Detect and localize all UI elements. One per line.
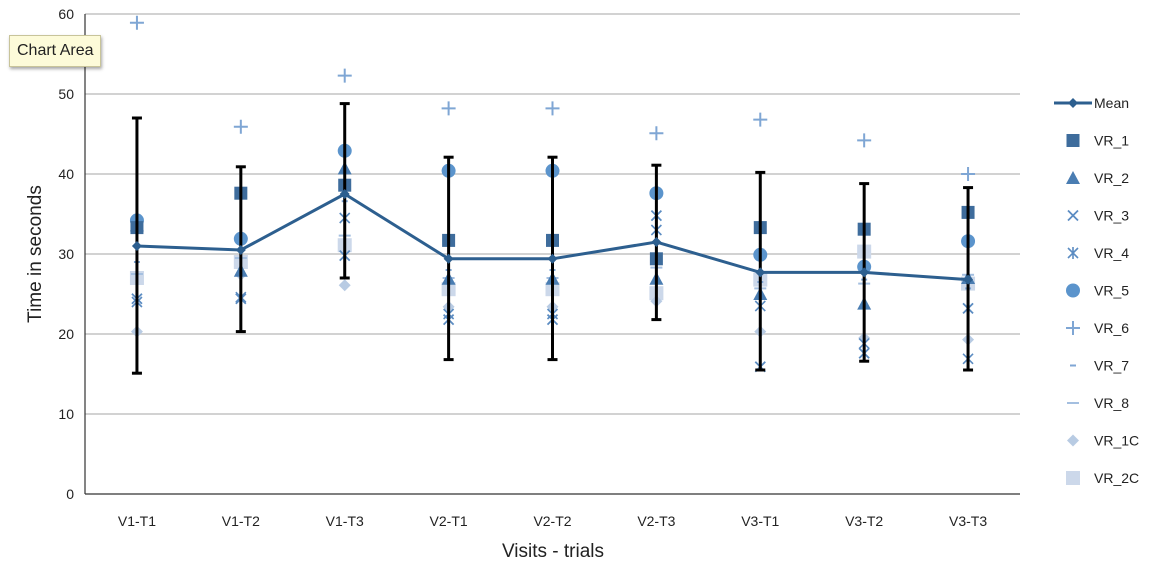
x-tick-label: V3-T3: [949, 513, 987, 529]
y-tick-label: 40: [58, 166, 74, 182]
legend-label: VR_3: [1094, 208, 1129, 224]
x-tick-label: V3-T2: [845, 513, 883, 529]
chart-area-tooltip: Chart Area: [9, 35, 102, 67]
x-tick-label: V1-T1: [118, 513, 156, 529]
legend-label: VR_8: [1094, 395, 1129, 411]
x-tick-label: V3-T1: [741, 513, 779, 529]
legend-item-vr-5: VR_5: [1066, 283, 1129, 299]
point-vr-6: [545, 101, 560, 116]
legend-marker: [1067, 247, 1079, 259]
y-tick-label: 60: [58, 6, 74, 22]
legend-marker: [1066, 283, 1080, 298]
point-mean: [859, 267, 870, 278]
legend-marker: [1066, 471, 1080, 485]
legend-item-vr-3: VR_3: [1067, 208, 1129, 224]
legend-item-vr-2c: VR_2C: [1066, 470, 1139, 486]
point-mean: [547, 253, 558, 264]
legend-item-vr-7: VR_7: [1070, 358, 1129, 374]
point-mean: [755, 267, 766, 278]
legend-label: VR_2C: [1094, 470, 1139, 486]
legend-label: VR_7: [1094, 358, 1129, 374]
legend-label: VR_1: [1094, 133, 1129, 149]
point-mean: [651, 237, 662, 247]
legend-marker: [1066, 134, 1080, 147]
point-vr-6: [857, 133, 872, 148]
y-tick-label: 0: [66, 486, 74, 502]
legend-item-vr-2: VR_2: [1066, 170, 1129, 186]
point-mean: [443, 253, 454, 264]
point-vr-6: [649, 126, 664, 141]
legend-label: VR_2: [1094, 170, 1129, 186]
point-mean: [131, 241, 142, 251]
x-tick-label: V1-T2: [222, 513, 260, 529]
legend-marker: [1067, 209, 1079, 222]
point-vr-6: [337, 68, 352, 83]
legend-marker: [1066, 171, 1080, 184]
x-axis-title: Visits - trials: [502, 541, 604, 562]
legend-item-vr-6: VR_6: [1066, 320, 1129, 336]
point-vr-1c: [338, 279, 351, 292]
legend-marker: [1066, 321, 1080, 335]
y-axis-title: Time in seconds: [25, 185, 46, 323]
legend-label: VR_4: [1094, 245, 1129, 261]
point-mean: [339, 189, 350, 199]
legend-label: VR_6: [1094, 320, 1129, 336]
point-vr-6: [753, 112, 768, 127]
y-tick-label: 50: [58, 86, 74, 102]
legend-item-mean: Mean: [1054, 95, 1129, 111]
legend-marker: [1067, 434, 1079, 447]
legend-item-vr-8: VR_8: [1067, 395, 1129, 411]
y-tick-label: 10: [58, 406, 74, 422]
point-vr-6: [129, 15, 144, 30]
legend-label: VR_5: [1094, 283, 1129, 299]
x-tick-label: V2-T2: [533, 513, 571, 529]
x-tick-label: V1-T3: [326, 513, 364, 529]
x-tick-label: V2-T1: [430, 513, 468, 529]
point-vr-6: [441, 101, 456, 116]
point-mean: [235, 245, 246, 255]
legend-marker: [1068, 98, 1078, 108]
point-vr-6: [961, 167, 976, 181]
y-tick-label: 30: [58, 246, 74, 262]
point-mean: [963, 274, 974, 285]
legend-item-vr-1: VR_1: [1066, 133, 1129, 149]
legend-item-vr-1c: VR_1C: [1067, 433, 1139, 449]
legend-item-vr-4: VR_4: [1067, 245, 1129, 261]
x-tick-label: V2-T3: [637, 513, 675, 529]
legend-label: VR_1C: [1094, 433, 1139, 449]
y-tick-label: 20: [58, 326, 74, 342]
legend-label: Mean: [1094, 95, 1129, 111]
point-vr-6: [233, 119, 248, 134]
